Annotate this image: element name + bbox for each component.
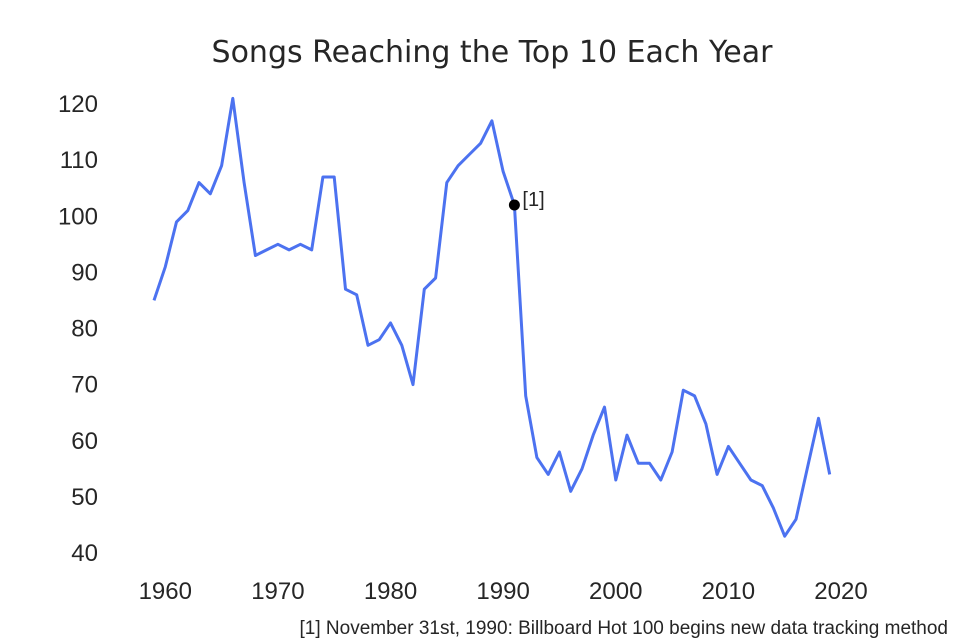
x-tick-label: 2010 xyxy=(702,578,755,605)
y-tick-label: 70 xyxy=(71,372,98,399)
y-tick-label: 90 xyxy=(71,259,98,286)
annotation-marker xyxy=(508,199,520,211)
y-tick-label: 110 xyxy=(60,147,98,174)
x-tick-label: 2000 xyxy=(589,578,642,605)
x-tick-label: 1990 xyxy=(476,578,529,605)
x-tick-label: 1980 xyxy=(364,578,417,605)
y-tick-label: 50 xyxy=(71,484,98,511)
chart-title: Songs Reaching the Top 10 Each Year xyxy=(212,35,774,70)
y-tick-label: 40 xyxy=(71,540,98,567)
y-tick-label: 120 xyxy=(58,91,98,118)
y-tick-label: 80 xyxy=(71,316,98,343)
x-axis-ticks: 1960 1970 1980 1990 2000 2010 2020 xyxy=(139,578,868,605)
y-tick-label: 100 xyxy=(58,203,98,230)
y-axis-ticks: 40 50 60 70 80 90 100 110 120 xyxy=(58,91,98,567)
x-tick-label: 2020 xyxy=(814,578,867,605)
x-tick-label: 1960 xyxy=(139,578,192,605)
annotation-label: [1] xyxy=(522,189,544,211)
x-tick-label: 1970 xyxy=(251,578,304,605)
footnote: [1] November 31st, 1990: Billboard Hot 1… xyxy=(300,618,949,639)
series-line xyxy=(152,96,832,538)
y-tick-label: 60 xyxy=(71,428,98,455)
